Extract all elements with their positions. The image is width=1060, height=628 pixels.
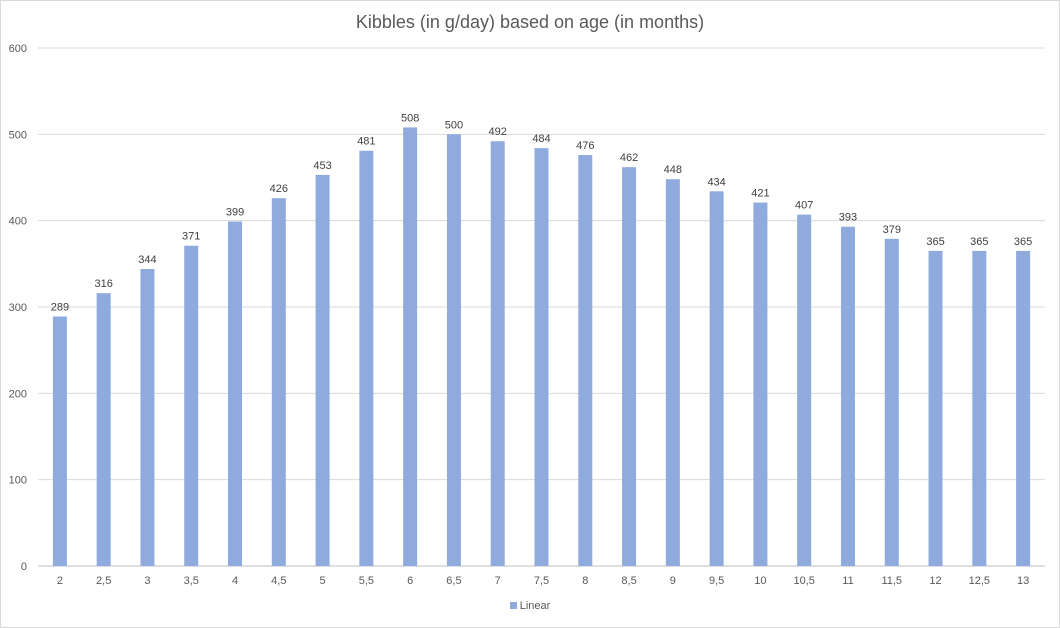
data-label: 289 <box>51 301 69 313</box>
data-label: 393 <box>839 212 857 224</box>
y-tick-label: 200 <box>9 388 27 400</box>
x-tick-label: 5 <box>320 575 326 587</box>
x-tick-label: 10 <box>754 575 766 587</box>
bar <box>928 250 943 566</box>
x-tick-label: 4,5 <box>271 575 286 587</box>
data-label: 365 <box>926 236 944 248</box>
bar <box>228 221 243 566</box>
y-tick-label: 600 <box>9 43 27 55</box>
bar <box>665 179 680 566</box>
x-tick-label: 11,5 <box>881 575 902 587</box>
x-tick-label: 12,5 <box>969 575 990 587</box>
x-tick-label: 11 <box>842 575 853 587</box>
x-tick-label: 2 <box>57 575 63 587</box>
bar <box>140 269 155 566</box>
x-tick-label: 6,5 <box>446 575 461 587</box>
data-label: 508 <box>401 112 419 124</box>
x-tick-label: 5,5 <box>359 575 374 587</box>
data-label: 407 <box>795 200 813 212</box>
bar <box>840 226 855 566</box>
data-label: 365 <box>1014 236 1032 248</box>
bar <box>578 155 593 566</box>
bar <box>753 202 768 566</box>
x-tick-label: 12 <box>929 575 941 587</box>
x-tick-label: 3,5 <box>184 575 199 587</box>
x-tick-label: 9 <box>670 575 676 587</box>
data-label: 492 <box>489 126 507 138</box>
x-tick-label: 8 <box>582 575 588 587</box>
x-tick-label: 10,5 <box>793 575 814 587</box>
x-tick-label: 2,5 <box>96 575 111 587</box>
bar <box>1016 250 1031 566</box>
data-label: 426 <box>270 183 288 195</box>
x-tick-label: 7,5 <box>534 575 549 587</box>
data-label: 365 <box>970 236 988 248</box>
x-tick-label: 3 <box>144 575 150 587</box>
y-tick-label: 500 <box>9 129 27 141</box>
bar <box>490 141 505 567</box>
bar <box>271 198 286 566</box>
bar <box>446 134 461 567</box>
data-label: 316 <box>94 278 112 290</box>
bar <box>972 250 987 566</box>
bar <box>359 150 374 566</box>
data-label: 379 <box>883 224 901 236</box>
data-label: 462 <box>620 152 638 164</box>
data-label: 421 <box>751 188 769 200</box>
data-label: 453 <box>313 160 331 172</box>
bar <box>403 127 418 566</box>
bar <box>884 238 899 566</box>
x-tick-label: 13 <box>1017 575 1029 587</box>
legend: Linear <box>0 600 1060 612</box>
x-tick-label: 4 <box>232 575 238 587</box>
x-tick-label: 9,5 <box>709 575 724 587</box>
data-label: 371 <box>182 231 200 243</box>
legend-swatch <box>509 601 517 609</box>
data-label: 399 <box>226 207 244 219</box>
y-tick-label: 400 <box>9 216 27 228</box>
bar <box>709 191 724 566</box>
bar <box>184 245 199 566</box>
x-tick-label: 8,5 <box>621 575 636 587</box>
bar <box>534 148 549 566</box>
x-tick-label: 7 <box>495 575 501 587</box>
data-label: 434 <box>707 176 725 188</box>
data-label: 500 <box>445 119 463 131</box>
bar <box>315 174 330 566</box>
data-label: 344 <box>138 254 156 266</box>
x-tick-label: 6 <box>407 575 413 587</box>
data-label: 484 <box>532 133 550 145</box>
y-tick-label: 300 <box>9 302 27 314</box>
data-label: 448 <box>664 164 682 176</box>
data-label: 481 <box>357 136 375 148</box>
data-label: 476 <box>576 140 594 152</box>
bar <box>797 214 812 566</box>
bar <box>96 293 111 566</box>
legend-label: Linear <box>519 600 551 612</box>
y-tick-label: 100 <box>9 475 27 487</box>
bar <box>52 316 67 566</box>
chart-title: Kibbles (in g/day) based on age (in mont… <box>355 12 705 32</box>
bar <box>622 167 637 566</box>
y-tick-label: 0 <box>21 561 27 573</box>
